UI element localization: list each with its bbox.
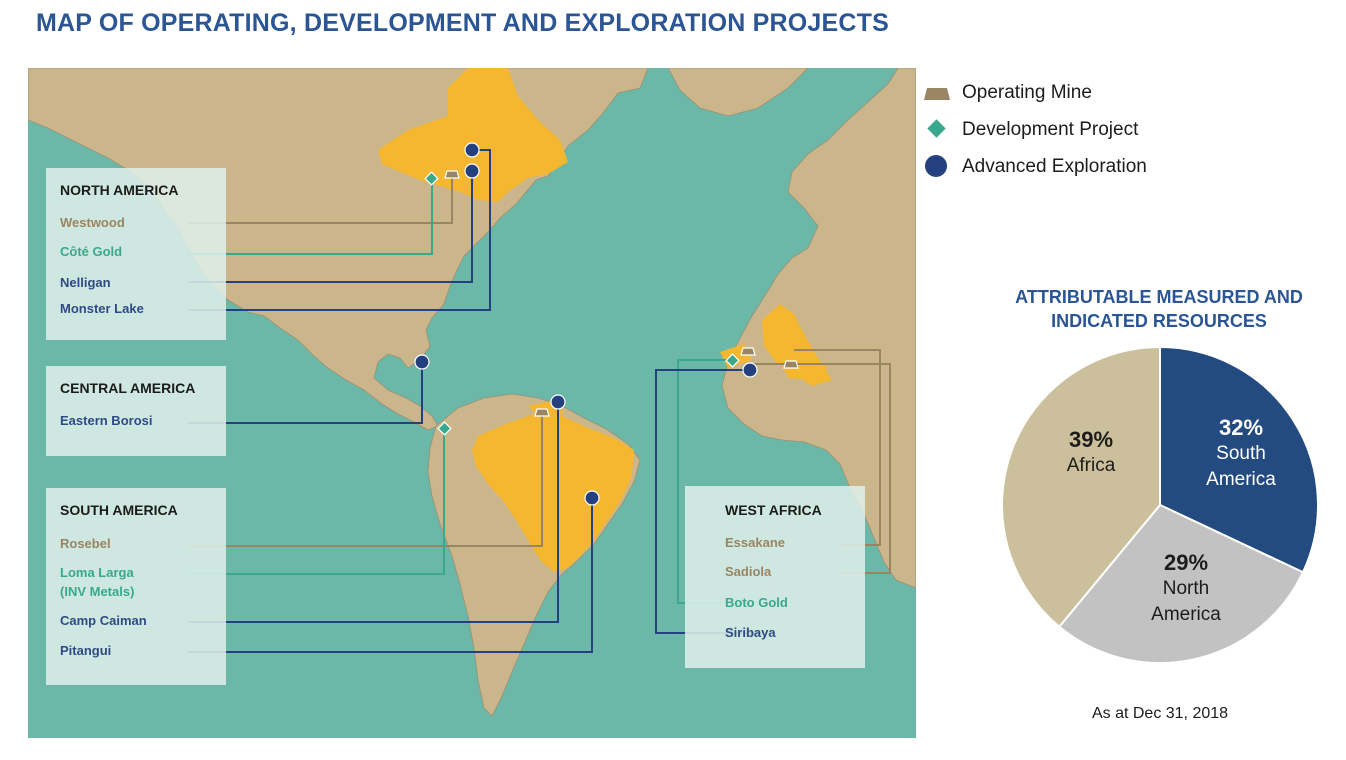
essakane-label: Essakane: [725, 535, 785, 550]
cote-gold-label: Côté Gold: [60, 244, 123, 259]
leader-pitangui: [188, 498, 593, 653]
pie-title-line2: INDICATED RESOURCES: [1051, 311, 1267, 331]
legend-development-project: Development Project: [922, 117, 1222, 141]
north-america-heading: NORTH AMERICA: [60, 182, 179, 198]
north-america-box: NORTH AMERICA Westwood Côté Gold Nelliga…: [46, 168, 226, 340]
leader-camp-caiman: [188, 402, 559, 623]
south-america-box: SOUTH AMERICA Rosebel Loma Larga (INV Me…: [46, 488, 226, 685]
monster-lake-label: Monster Lake: [60, 301, 144, 316]
legend-operating-mine-label: Operating Mine: [962, 82, 1092, 103]
west-africa-heading: WEST AFRICA: [725, 502, 822, 518]
siribaya-exploration-marker: [742, 362, 758, 378]
siribaya-label: Siribaya: [725, 625, 776, 640]
central-america-heading: CENTRAL AMERICA: [60, 380, 196, 396]
legend-advanced-exploration: Advanced Exploration: [922, 154, 1222, 178]
mine-icon: [924, 88, 950, 100]
boto-gold-label: Boto Gold: [725, 595, 788, 610]
pie-slice-south-america: [1159, 345, 1319, 574]
leader-nelligan: [188, 172, 473, 283]
leader-rosebel: [188, 411, 543, 547]
pie-slice-africa: [1001, 345, 1161, 629]
camp-caiman-label: Camp Caiman: [60, 613, 147, 628]
cote-gold-development-marker: [424, 171, 439, 186]
eastern-borosi-exploration-marker: [414, 354, 430, 370]
boto-gold-development-marker: [725, 353, 740, 368]
world-map: NORTH AMERICA Westwood Côté Gold Nelliga…: [28, 68, 916, 738]
central-america-box: CENTRAL AMERICA Eastern Borosi: [46, 366, 226, 456]
leader-monster-lake: [188, 149, 491, 311]
loma-larga-label: Loma Larga: [60, 565, 134, 580]
north-america-name-2: America: [1151, 604, 1221, 625]
pie-footnote: As at Dec 31, 2018: [1091, 705, 1229, 722]
sadiola-label: Sadiola: [725, 564, 772, 579]
greenland-land: [667, 68, 809, 117]
rosebel-mine-marker: [534, 408, 550, 417]
pie-slice-north-america: [1057, 503, 1305, 664]
rosebel-label: Rosebel: [60, 536, 111, 551]
pie-label-north-america: 29% North America: [1126, 550, 1246, 628]
legend-operating-mine: Operating Mine: [922, 80, 1222, 104]
page-title: MAP OF OPERATING, DEVELOPMENT AND EXPLOR…: [36, 9, 889, 37]
nelligan-label: Nelligan: [60, 275, 111, 290]
loma-larga-development-marker: [437, 421, 452, 436]
leader-cote-gold: [188, 179, 433, 255]
legend-advanced-exploration-label: Advanced Exploration: [962, 156, 1147, 177]
north-america-pct: 29%: [1163, 550, 1209, 575]
south-america-heading: SOUTH AMERICA: [60, 502, 178, 518]
westwood-label: Westwood: [60, 215, 125, 230]
north-america-name-1: North: [1162, 578, 1210, 599]
resources-pie-chart: 32% South America 29% North America 39% …: [1000, 345, 1320, 665]
pie-svg: [1001, 345, 1319, 664]
sadiola-mine-marker: [740, 347, 756, 356]
canada-quebec-ontario-highlight: [378, 68, 568, 202]
map-canvas: [28, 68, 916, 738]
legend-development-project-label: Development Project: [962, 119, 1139, 140]
south-america-pct: 32%: [1218, 415, 1264, 440]
south-america-name-1: South: [1216, 443, 1266, 464]
leader-loma-larga: [188, 428, 445, 575]
leader-westwood: [188, 172, 453, 224]
nelligan-exploration-marker: [464, 163, 480, 179]
eastern-borosi-label: Eastern Borosi: [60, 413, 153, 428]
essakane-mine-marker: [783, 360, 799, 369]
pitangui-label: Pitangui: [60, 643, 112, 658]
africa-name-1: Africa: [1066, 455, 1116, 476]
south-america-name-2: America: [1206, 469, 1276, 490]
pie-title: ATTRIBUTABLE MEASURED AND INDICATED RESO…: [985, 285, 1333, 333]
inv-metals-label: (INV Metals): [60, 584, 135, 599]
pitangui-exploration-marker: [584, 490, 600, 506]
west-africa-box: WEST AFRICA Essakane Sadiola Boto Gold S…: [685, 486, 865, 668]
westwood-mine-marker: [444, 170, 460, 179]
leader-eastern-borosi: [188, 362, 423, 424]
monster-lake-exploration-marker: [464, 142, 480, 158]
brazil-highlight: [472, 414, 634, 572]
pie-title-line1: ATTRIBUTABLE MEASURED AND: [1015, 287, 1303, 307]
pie-label-south-america: 32% South America: [1181, 415, 1301, 493]
circle-icon: [925, 155, 947, 177]
diamond-icon: [927, 119, 946, 138]
leader-sadiola: [748, 363, 891, 574]
camp-caiman-exploration-marker: [550, 394, 566, 410]
map-markers: [414, 142, 799, 506]
leader-lines: [188, 149, 891, 653]
africa-pct: 39%: [1068, 427, 1114, 452]
pie-label-africa: 39% Africa: [1031, 427, 1151, 479]
